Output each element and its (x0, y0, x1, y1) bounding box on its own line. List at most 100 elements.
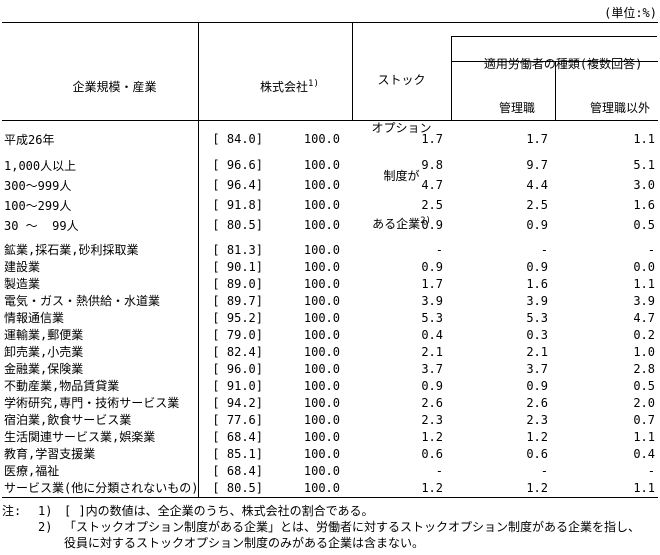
cell-company-share: [ 91.8] (212, 198, 263, 212)
cell-managers: 3.9 (526, 293, 548, 308)
header-cell-company: 株式会社1) (198, 63, 352, 111)
cell-company-share: [ 85.1] (212, 446, 263, 461)
header-cell-category: 企業規模・産業 (2, 63, 198, 111)
table-row: 生活関連サービス業,娯楽業 [ 68.4] 100.0 1.2 1.2 1.1 (2, 428, 657, 445)
cell-stock-option: 0.4 (421, 327, 443, 342)
row-label: 鉱業,採石業,砂利採取業 (4, 243, 139, 257)
table-row: 宿泊業,飲食サービス業 [ 77.6] 100.0 2.3 2.3 0.7 (2, 411, 657, 428)
cell-company-share: [ 89.7] (212, 293, 263, 308)
cell-stock-option: 0.9 (421, 218, 443, 232)
cell-company-share: [ 68.4] (212, 429, 263, 444)
cell-total: 100.0 (303, 480, 340, 495)
note-1-text: [ ]内の数値は、全企業のうち、株式会社の割合である。 (64, 504, 374, 518)
note-2-text: 「ストックオプション制度がある企業」とは、労働者に対するストックオプション制度が… (64, 520, 641, 534)
cell-stock-option: 9.8 (421, 158, 443, 172)
table-row: 鉱業,採石業,砂利採取業 [ 81.3] 100.0 - - - (2, 241, 657, 258)
cell-managers: - (540, 463, 548, 478)
cell-managers: 4.4 (526, 178, 548, 192)
cell-total: 100.0 (303, 158, 340, 172)
note-1-number: 1) (38, 504, 53, 518)
footnote-ref-1: 1) (308, 79, 319, 89)
cell-company-share: [ 91.0] (212, 378, 263, 393)
cell-stock-option: 0.9 (421, 259, 443, 274)
cell-total: 100.0 (303, 259, 340, 274)
table-body: 平成26年 [ 84.0] 100.0 1.7 1.7 1.1 1,000人以上… (2, 121, 657, 496)
cell-managers: 2.3 (526, 412, 548, 427)
cell-managers: 5.3 (526, 310, 548, 325)
cell-total: 100.0 (303, 198, 340, 212)
applied-workers-label: 適用労働者の種類(複数回答) (483, 57, 643, 71)
cell-total: 100.0 (303, 429, 340, 444)
stock-option-line-4: ある企業2) (352, 216, 451, 232)
row-label: 情報通信業 (4, 311, 65, 325)
cell-stock-option: 2.3 (421, 412, 443, 427)
table-bottom-rule (2, 497, 658, 498)
cell-company-share: [ 84.0] (212, 132, 263, 146)
row-label: 100～299人 (4, 198, 72, 213)
cell-non-managers: 3.9 (633, 293, 655, 308)
table-top-rule (2, 22, 658, 23)
cell-total: 100.0 (303, 412, 340, 427)
cell-non-managers: 2.0 (633, 395, 655, 410)
column-divider-category (198, 22, 199, 497)
cell-non-managers: 0.5 (633, 378, 655, 393)
row-label: 生活関連サービス業,娯楽業 (4, 430, 156, 444)
applied-workers-box (451, 36, 658, 121)
cell-managers: 1.2 (526, 480, 548, 495)
cell-total: 100.0 (303, 293, 340, 308)
header-bottom-rule (2, 120, 658, 121)
row-label: 金融業,保険業 (4, 362, 84, 376)
cell-company-share: [ 82.4] (212, 344, 263, 359)
cell-non-managers: 5.1 (633, 158, 655, 172)
cell-company-share: [ 79.0] (212, 327, 263, 342)
row-label: 卸売業,小売業 (4, 345, 84, 359)
cell-non-managers: 1.6 (633, 198, 655, 212)
cell-stock-option: 4.7 (421, 178, 443, 192)
cell-company-share: [ 96.0] (212, 361, 263, 376)
cell-stock-option: 0.6 (421, 446, 443, 461)
footnote-ref-2: 2) (420, 216, 431, 226)
cell-stock-option: 2.1 (421, 344, 443, 359)
cell-managers: 2.5 (526, 198, 548, 212)
cell-managers: 2.6 (526, 395, 548, 410)
cell-managers: 1.2 (526, 429, 548, 444)
row-label: 宿泊業,飲食サービス業 (4, 413, 132, 427)
table-row: 100～299人 [ 91.8] 100.0 2.5 2.5 1.6 (2, 195, 657, 215)
cell-total: 100.0 (303, 242, 340, 257)
cell-stock-option: 1.2 (421, 429, 443, 444)
cell-total: 100.0 (303, 276, 340, 291)
managers-label: 管理職 (498, 101, 535, 115)
cell-non-managers: - (647, 242, 655, 257)
notes-label: 注: (2, 504, 22, 518)
cell-total: 100.0 (303, 446, 340, 461)
table-row: 不動産業,物品賃貸業 [ 91.0] 100.0 0.9 0.9 0.5 (2, 377, 657, 394)
cell-stock-option: 2.5 (421, 198, 443, 212)
cell-total: 100.0 (303, 378, 340, 393)
header-cell-managers: 管理職 (451, 84, 554, 132)
cell-stock-option: 3.9 (421, 293, 443, 308)
table-row: 金融業,保険業 [ 96.0] 100.0 3.7 3.7 2.8 (2, 360, 657, 377)
row-label: 運輸業,郵便業 (4, 328, 84, 342)
cell-non-managers: 1.1 (633, 429, 655, 444)
cell-managers: 3.7 (526, 361, 548, 376)
non-managers-label: 管理職以外 (589, 101, 650, 115)
row-label: 製造業 (4, 277, 41, 291)
cell-managers: 0.9 (526, 378, 548, 393)
cell-managers: 9.7 (526, 158, 548, 172)
cell-managers: 0.3 (526, 327, 548, 342)
cell-total: 100.0 (303, 218, 340, 232)
cell-company-share: [ 90.1] (212, 259, 263, 274)
cell-company-share: [ 68.4] (212, 463, 263, 478)
row-label: 30 ～ 99人 (4, 218, 79, 233)
cell-stock-option: 1.2 (421, 480, 443, 495)
cell-company-share: [ 81.3] (212, 242, 263, 257)
cell-non-managers: 3.0 (633, 178, 655, 192)
cell-total: 100.0 (303, 327, 340, 342)
cell-total: 100.0 (303, 178, 340, 192)
cell-stock-option: 2.6 (421, 395, 443, 410)
cell-total: 100.0 (303, 132, 340, 146)
table-row: 1,000人以上 [ 96.6] 100.0 9.8 9.7 5.1 (2, 155, 657, 175)
cell-stock-option: - (435, 242, 443, 257)
footnotes: 注: 1) [ ]内の数値は、全企業のうち、株式会社の割合である。 2) 「スト… (2, 503, 658, 551)
